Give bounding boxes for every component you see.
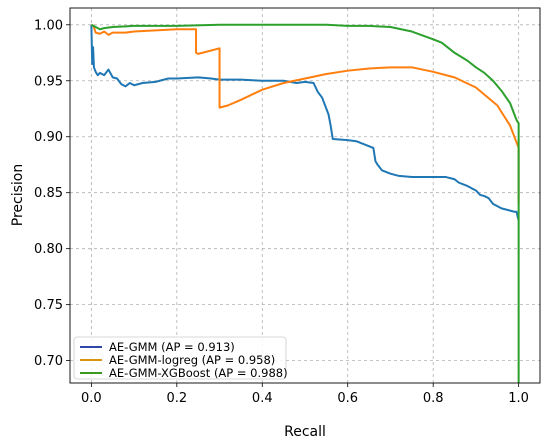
y-tick-label: 1.00: [34, 18, 63, 33]
legend-box: [73, 336, 287, 380]
legend-label: AE-GMM-logreg (AP = 0.958): [109, 353, 275, 367]
legend: AE-GMM (AP = 0.913)AE-GMM-logreg (AP = 0…: [73, 336, 288, 380]
series-line-ae-gmm-xgboost: [90, 23, 520, 383]
x-tick-label: 0.0: [81, 391, 102, 406]
y-tick-label: 0.70: [34, 354, 63, 369]
y-axis-label: Precision: [10, 164, 26, 226]
x-tick-label: 1.0: [508, 391, 529, 406]
series-line-ae-gmm: [90, 24, 520, 221]
x-tick-label: 0.4: [252, 391, 273, 406]
ticks: 0.0 0.2 0.4 0.6 0.8 1.0 0.70 0.75 0.80 0.85 0.90 0.…: [34, 18, 529, 406]
y-tick-label: 0.75: [34, 298, 63, 313]
legend-label: AE-GMM (AP = 0.913): [109, 340, 235, 354]
y-tick-label: 0.90: [34, 130, 63, 145]
x-axis-label: Recall: [284, 424, 326, 440]
y-tick-label: 0.95: [34, 74, 63, 89]
y-tick-label: 0.85: [34, 186, 63, 201]
y-tick-label: 0.80: [34, 242, 63, 257]
plot-frame: [69, 7, 541, 384]
legend-label: AE-GMM-XGBoost (AP = 0.988): [109, 366, 288, 380]
series-layer: [90, 23, 520, 383]
x-tick-label: 0.6: [337, 391, 358, 406]
grid: [70, 8, 540, 383]
x-tick-label: 0.2: [166, 391, 187, 406]
x-tick-label: 0.8: [423, 391, 444, 406]
series-line-ae-gmm-logreg: [90, 23, 520, 204]
